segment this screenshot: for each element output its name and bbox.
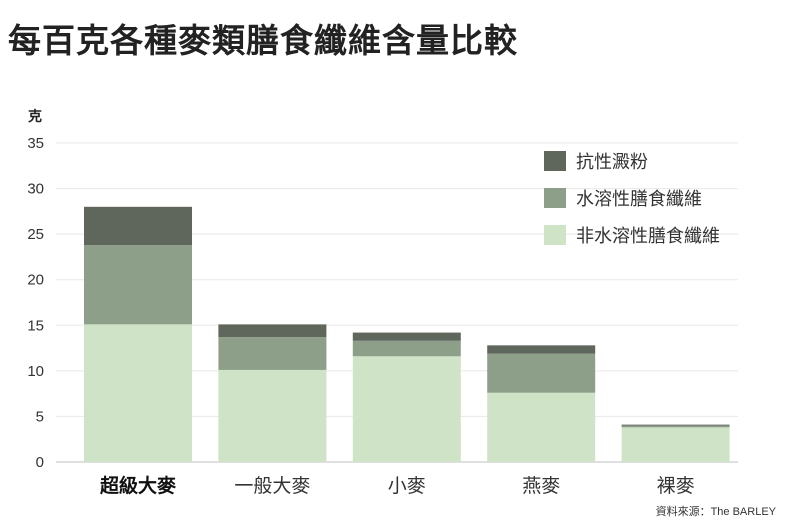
bar-segment	[84, 245, 192, 325]
y-tick-label: 35	[27, 135, 44, 152]
bar-segment	[487, 345, 596, 354]
y-tick-label: 20	[27, 272, 44, 289]
source-note: 資料來源：The BARLEY	[655, 506, 776, 518]
bar-segment	[218, 324, 327, 338]
y-tick-label: 15	[27, 317, 44, 334]
bar-segment	[352, 356, 461, 462]
y-tick-label: 25	[27, 226, 44, 243]
bar-segment	[84, 324, 192, 462]
bar-segment	[621, 425, 730, 428]
y-tick-label: 0	[36, 454, 44, 471]
x-axis-labels: 超級大麥 一般大麥 小麥 燕麥 裸麥	[99, 474, 695, 497]
bar-segment	[352, 332, 461, 341]
y-tick-label: 30	[27, 181, 44, 198]
y-tick-label: 10	[27, 363, 44, 380]
y-axis-label: 克	[28, 108, 42, 125]
x-tick-label: 燕麥	[522, 475, 560, 497]
bar-segment	[487, 392, 596, 462]
y-tick-label: 5	[36, 408, 44, 425]
bar-segment	[621, 424, 730, 426]
bar-segment	[487, 353, 596, 393]
bars	[84, 206, 730, 462]
y-axis-ticks: 0 5 10 15 20 25 30 35	[27, 135, 44, 471]
bar-segment	[621, 427, 730, 462]
bar-segment	[218, 369, 327, 462]
bar-segment	[352, 340, 461, 357]
legend-label: 水溶性膳食纖維	[576, 189, 702, 210]
bar-segment	[218, 337, 327, 370]
legend-label: 非水溶性膳食纖維	[576, 226, 720, 247]
x-tick-label: 一般大麥	[234, 475, 310, 497]
legend-swatch	[544, 225, 566, 245]
legend-swatch	[544, 151, 566, 171]
x-tick-label: 裸麥	[657, 475, 695, 497]
legend-swatch	[544, 188, 566, 208]
chart-title: 每百克各種麥類膳食纖維含量比較	[8, 21, 518, 60]
legend-label: 抗性澱粉	[576, 152, 648, 173]
x-tick-label: 小麥	[388, 475, 426, 497]
x-tick-label: 超級大麥	[99, 474, 177, 497]
bar-segment	[84, 206, 192, 246]
